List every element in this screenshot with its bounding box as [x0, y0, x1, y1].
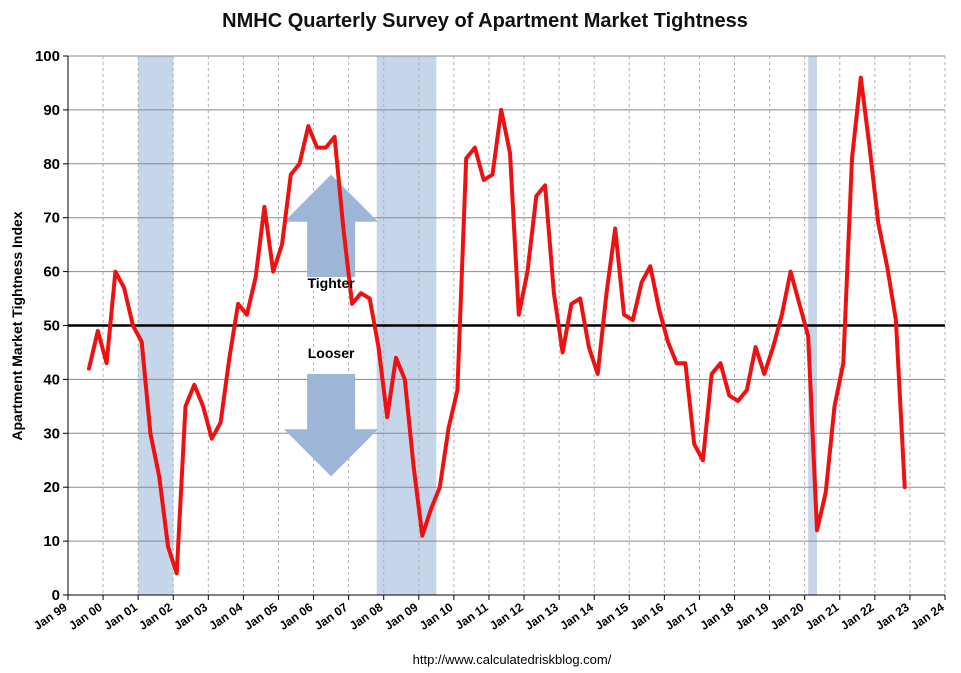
- y-tick-label: 90: [43, 102, 60, 119]
- arrow-up-icon: [284, 174, 379, 277]
- series-line-0: [87, 75, 907, 576]
- y-tick-labels: 0 10 20 30 40 50 60 70 80 90 100: [35, 48, 60, 604]
- x-tick-label: Jan 06: [277, 600, 316, 633]
- y-tick-label: 20: [43, 479, 60, 496]
- x-tick-label: Jan 01: [101, 600, 140, 633]
- x-tick-label: Jan 10: [417, 600, 456, 633]
- y-tick-label: 60: [43, 264, 60, 281]
- annotation-looser: Looser: [308, 345, 355, 361]
- x-tick-label: Jan 00: [66, 600, 105, 633]
- y-tick-label: 30: [43, 425, 60, 442]
- x-tick-label: Jan 19: [733, 600, 772, 633]
- x-tick-label: Jan 09: [382, 600, 421, 633]
- x-tick-label: Jan 05: [242, 600, 281, 633]
- x-tick-label: Jan 04: [206, 600, 245, 633]
- source-label: http://www.calculatedriskblog.com/: [413, 652, 612, 667]
- annotations: Tighter Looser: [307, 275, 355, 361]
- x-tick-label: Jan 99: [31, 600, 70, 633]
- y-tick-label: 0: [52, 587, 60, 604]
- x-tick-label: Jan 22: [838, 600, 877, 633]
- x-tick-label: Jan 13: [522, 600, 561, 633]
- y-tick-label: 10: [43, 533, 60, 550]
- y-tick-label: 100: [35, 48, 60, 65]
- x-tick-label: Jan 03: [171, 600, 210, 633]
- chart-title: NMHC Quarterly Survey of Apartment Marke…: [222, 10, 748, 32]
- x-tick-label: Jan 12: [487, 600, 526, 633]
- y-tick-label: 70: [43, 210, 60, 227]
- x-tick-label: Jan 02: [136, 600, 175, 633]
- y-tick-label: 80: [43, 156, 60, 173]
- axes: [63, 55, 946, 600]
- x-tick-label: Jan 23: [873, 600, 912, 633]
- y-tick-label: 50: [43, 318, 60, 335]
- x-tick-label: Jan 07: [312, 600, 351, 633]
- x-tick-label: Jan 11: [453, 600, 491, 633]
- y-tick-label: 40: [43, 371, 60, 388]
- series-group: [87, 75, 907, 576]
- direction-arrows: [284, 174, 379, 477]
- x-tick-label: Jan 18: [698, 600, 737, 633]
- annotation-tighter: Tighter: [307, 275, 355, 291]
- x-tick-label: Jan 16: [627, 600, 666, 633]
- x-tick-label: Jan 15: [592, 600, 631, 633]
- x-tick-label: Jan 21: [803, 600, 842, 633]
- x-tick-label: Jan 17: [663, 600, 702, 633]
- x-tick-label: Jan 14: [557, 600, 596, 633]
- arrow-down-icon: [284, 374, 379, 477]
- x-tick-label: Jan 24: [908, 600, 947, 633]
- x-tick-label: Jan 20: [768, 600, 807, 633]
- x-tick-label: Jan 08: [347, 600, 386, 633]
- y-axis-label: Apartment Market Tightness Index: [9, 211, 25, 440]
